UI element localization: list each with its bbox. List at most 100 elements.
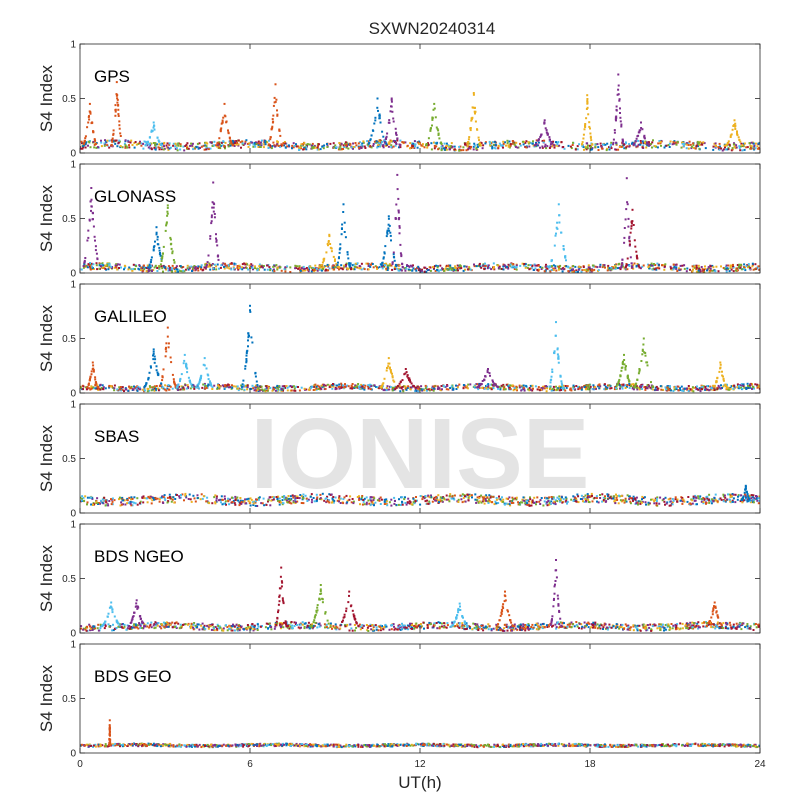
data-point	[313, 500, 316, 503]
spike-point	[581, 141, 584, 144]
data-point	[617, 263, 620, 266]
data-point	[155, 143, 158, 146]
data-point	[319, 497, 322, 500]
spike-point	[493, 382, 496, 385]
data-point	[740, 145, 743, 148]
spike-point	[484, 375, 487, 378]
data-point	[342, 384, 344, 387]
data-point	[602, 264, 605, 267]
data-point	[599, 142, 602, 145]
data-point	[99, 383, 102, 386]
data-point	[623, 384, 626, 387]
data-point	[294, 264, 297, 267]
data-point	[160, 496, 163, 499]
spike-point	[149, 136, 151, 139]
spike-point	[414, 386, 417, 389]
data-point	[751, 147, 754, 150]
spike-point	[161, 255, 164, 258]
data-point	[469, 268, 472, 271]
data-point	[323, 499, 326, 502]
data-point	[663, 265, 666, 268]
data-point	[397, 269, 400, 272]
spike-point	[550, 140, 553, 143]
data-point	[133, 385, 135, 388]
data-point	[489, 495, 492, 498]
spike-point	[346, 251, 349, 254]
data-point	[80, 268, 83, 271]
data-point	[458, 383, 461, 386]
data-point	[673, 265, 676, 268]
data-point	[164, 384, 167, 387]
spike-point	[387, 227, 390, 230]
data-point	[659, 385, 662, 388]
data-point	[451, 145, 454, 148]
spike-point	[564, 255, 567, 258]
spike-point	[369, 138, 372, 141]
data-point	[167, 500, 170, 503]
data-point	[244, 498, 247, 501]
data-point	[591, 268, 593, 271]
spike-point	[207, 378, 210, 381]
data-point	[414, 390, 417, 393]
data-point	[679, 268, 682, 271]
data-point	[484, 142, 487, 145]
spike-point	[88, 219, 91, 222]
data-point	[170, 500, 173, 503]
data-point	[483, 499, 486, 502]
data-point	[231, 386, 234, 389]
data-point	[521, 262, 524, 265]
spike-point	[623, 236, 626, 239]
data-point	[748, 384, 751, 387]
spike-point	[338, 248, 341, 251]
data-point	[654, 264, 657, 266]
spike-point	[149, 365, 152, 368]
data-point	[533, 263, 536, 266]
spike-point	[395, 131, 398, 134]
spike-point	[153, 245, 156, 248]
data-point	[166, 387, 169, 390]
data-point	[531, 266, 534, 269]
data-point	[224, 502, 226, 505]
data-point	[653, 500, 656, 503]
data-point	[98, 264, 101, 267]
data-point	[503, 388, 506, 391]
data-point	[284, 498, 287, 501]
data-point	[452, 387, 455, 390]
data-point	[93, 143, 96, 146]
spike-point	[429, 129, 432, 132]
spike-point	[737, 136, 740, 139]
spike-point	[543, 122, 546, 125]
spike-point	[95, 382, 98, 385]
data-point	[439, 269, 442, 272]
spike-point	[645, 361, 648, 364]
spike-point	[270, 127, 273, 130]
data-point	[386, 267, 389, 269]
data-point	[219, 266, 222, 269]
data-point	[171, 270, 174, 273]
spike-point	[373, 122, 376, 125]
data-point	[713, 142, 716, 145]
data-point	[460, 149, 463, 152]
data-point	[260, 385, 263, 388]
data-point	[257, 140, 260, 143]
data-point	[111, 503, 114, 506]
data-point	[724, 265, 727, 268]
spike-point	[549, 381, 552, 384]
spike-point	[209, 382, 212, 385]
data-point	[718, 386, 721, 389]
data-point	[710, 500, 712, 503]
spike-point	[391, 376, 394, 379]
data-point	[411, 142, 414, 145]
data-point	[460, 267, 463, 270]
data-point	[233, 145, 236, 147]
data-point	[657, 264, 660, 267]
data-point	[277, 388, 280, 391]
data-point	[437, 265, 439, 268]
data-point	[682, 390, 685, 392]
data-point	[743, 142, 746, 145]
data-point	[341, 147, 344, 150]
data-point	[718, 148, 721, 151]
data-point	[211, 145, 214, 147]
data-point	[382, 146, 385, 149]
data-point	[559, 387, 562, 389]
